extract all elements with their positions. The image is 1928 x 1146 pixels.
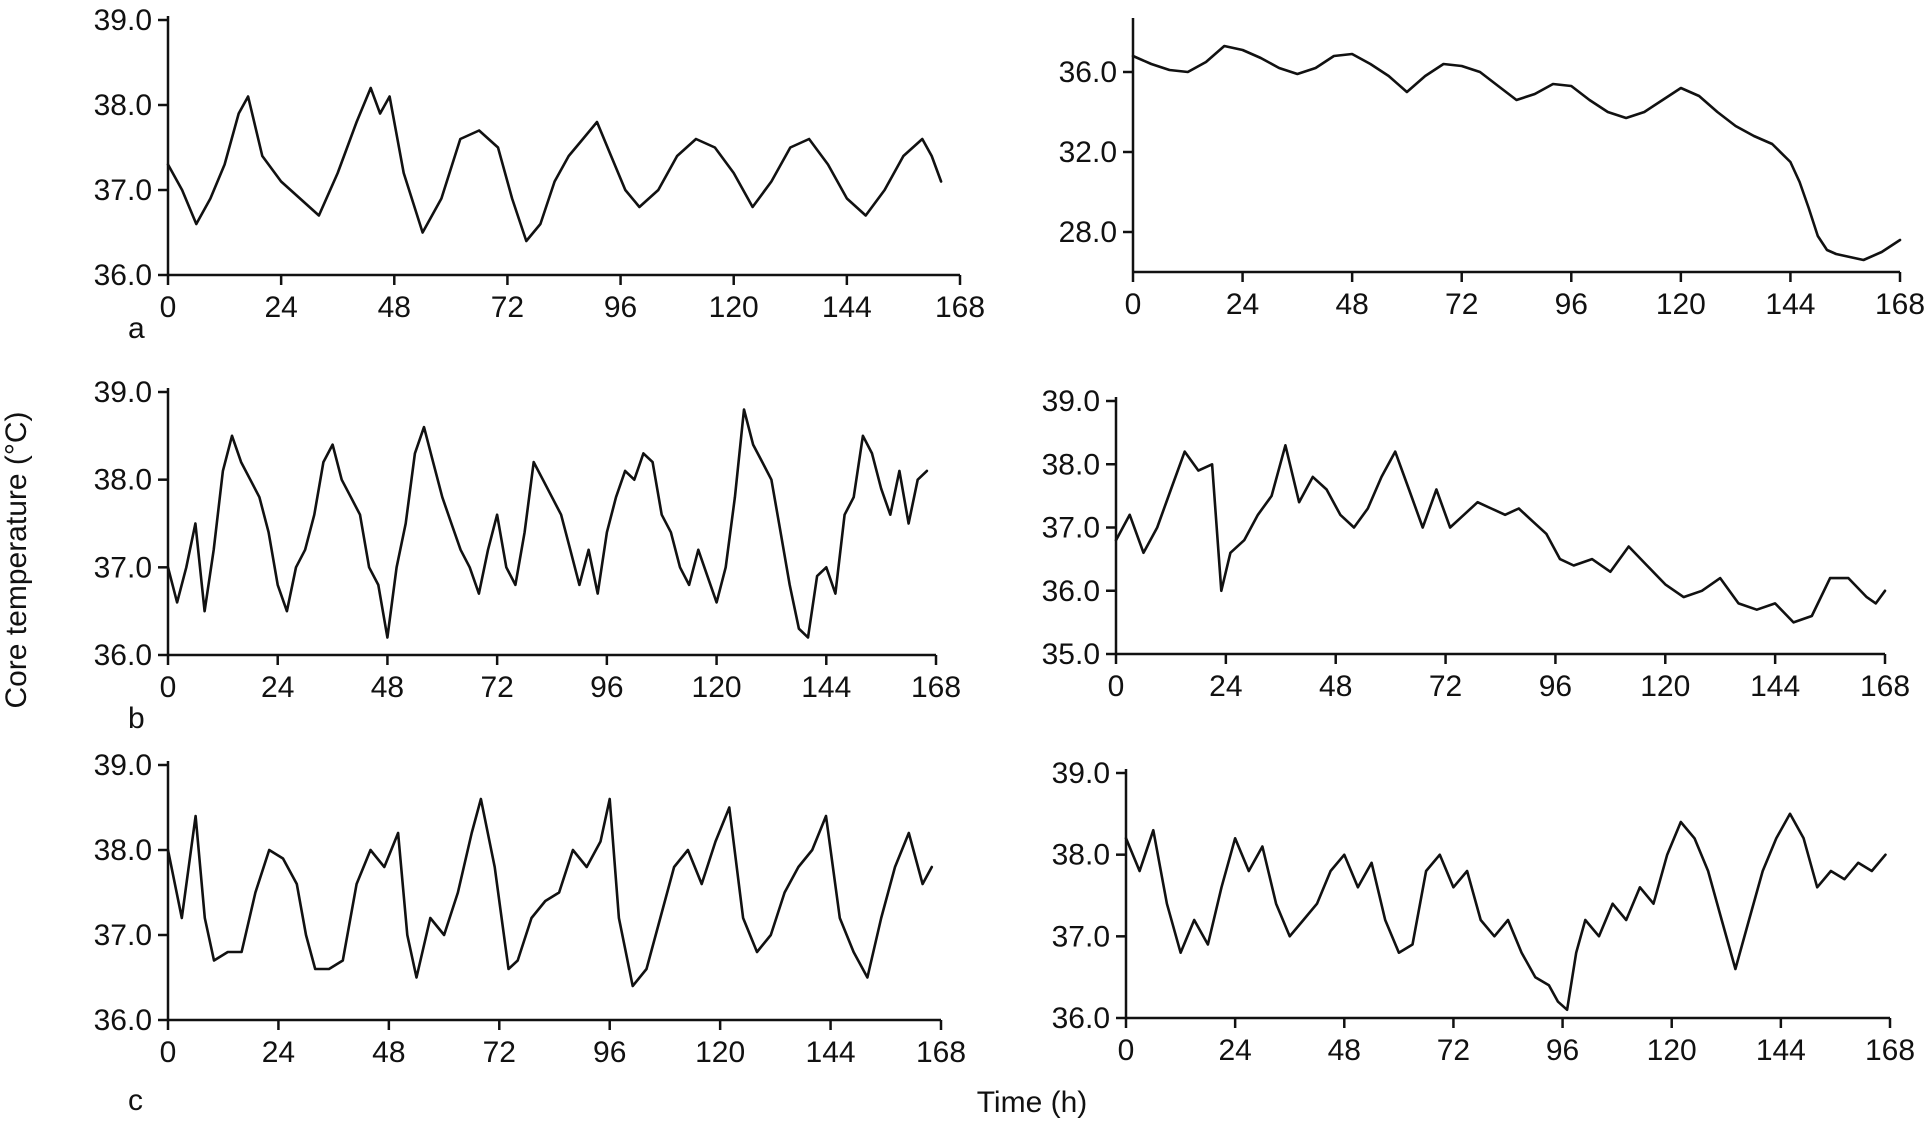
x-tick-label: 168 (935, 291, 985, 324)
y-tick-label: 39.0 (94, 376, 152, 409)
y-tick-label: 38.0 (94, 464, 152, 497)
y-tick-label: 36.0 (1059, 56, 1117, 89)
y-tick-label: 32.0 (1059, 136, 1117, 169)
x-tick-label: 72 (483, 1036, 516, 1069)
x-tick-label: 72 (1429, 670, 1462, 703)
y-tick-label: 39.0 (1042, 385, 1100, 418)
x-tick-label: 24 (264, 291, 297, 324)
x-tick-label: 24 (261, 671, 294, 704)
x-tick-label: 144 (822, 291, 872, 324)
x-tick-label: 168 (916, 1036, 966, 1069)
x-tick-label: 168 (1865, 1034, 1915, 1067)
x-tick-label: 120 (1647, 1034, 1697, 1067)
panel-a-right: 0 24 48 72 96 120 144 168 28.0 32.0 36.0 (1059, 18, 1925, 321)
x-tick-label: 120 (692, 671, 742, 704)
x-tick-label: 48 (371, 671, 404, 704)
y-tick-label: 35.0 (1042, 638, 1100, 671)
x-tick-label: 96 (604, 291, 637, 324)
y-tick-label: 36.0 (94, 259, 152, 292)
x-tick-label: 0 (160, 1036, 177, 1069)
x-tick-label: 24 (1226, 288, 1259, 321)
y-tick-label: 37.0 (94, 174, 152, 207)
series-line-b-left-0 (166, 408, 929, 639)
row-label-c: c (128, 1084, 143, 1117)
series-line-c-left-0 (166, 797, 934, 988)
y-tick-label: 38.0 (94, 834, 152, 867)
x-tick-label: 24 (1218, 1034, 1251, 1067)
panel-c-left: 0 24 48 72 96 120 144 168 36.0 37.0 38.0 39.0 (94, 749, 966, 1069)
y-tick-label: 37.0 (94, 551, 152, 584)
y-tick-label: 37.0 (1042, 512, 1100, 545)
x-tick-label: 144 (1750, 670, 1800, 703)
series-line-a-left-0 (166, 86, 943, 243)
y-tick-label: 36.0 (1052, 1002, 1110, 1035)
panel-a-left: 0 24 48 72 96 120 144 168 36.0 37.0 38.0 39.0 (94, 4, 985, 324)
y-tick-label: 37.0 (1052, 920, 1110, 953)
x-tick-label: 48 (372, 1036, 405, 1069)
series-line-c-right-0 (1124, 812, 1887, 1012)
y-tick-label: 36.0 (94, 1004, 152, 1037)
x-tick-label: 168 (1875, 288, 1925, 321)
x-tick-label: 120 (1640, 670, 1690, 703)
x-tick-label: 144 (1756, 1034, 1806, 1067)
x-tick-label: 96 (590, 671, 623, 704)
x-tick-label: 72 (480, 671, 513, 704)
y-tick-label: 36.0 (94, 639, 152, 672)
x-tick-label: 0 (1118, 1034, 1135, 1067)
y-tick-label: 38.0 (1052, 839, 1110, 872)
row-label-b: b (128, 702, 145, 735)
x-tick-label: 24 (1209, 670, 1242, 703)
x-tick-label: 48 (1335, 288, 1368, 321)
x-tick-label: 96 (593, 1036, 626, 1069)
x-tick-label: 96 (1539, 670, 1572, 703)
x-tick-label: 120 (1656, 288, 1706, 321)
x-tick-label: 144 (1765, 288, 1815, 321)
x-tick-label: 120 (709, 291, 759, 324)
x-tick-label: 48 (378, 291, 411, 324)
panel-b-left: 0 24 48 72 96 120 144 168 36.0 37.0 38.0 39.0 (94, 376, 961, 704)
x-tick-label: 48 (1319, 670, 1352, 703)
y-tick-label: 38.0 (94, 89, 152, 122)
x-tick-label: 144 (806, 1036, 856, 1069)
x-tick-label: 144 (801, 671, 851, 704)
x-tick-label: 72 (1437, 1034, 1470, 1067)
y-tick-label: 39.0 (1052, 757, 1110, 790)
x-tick-label: 24 (262, 1036, 295, 1069)
x-tick-label: 72 (1445, 288, 1478, 321)
panels-group: 0 24 48 72 96 120 144 168 36.0 37.0 38.0 39.0 0 24 48 7… (94, 4, 1925, 1069)
x-tick-label: 48 (1328, 1034, 1361, 1067)
y-tick-label: 28.0 (1059, 216, 1117, 249)
x-tick-label: 0 (1108, 670, 1125, 703)
series-line-a-right-0 (1131, 44, 1902, 262)
y-tick-label: 37.0 (94, 919, 152, 952)
y-tick-label: 36.0 (1042, 575, 1100, 608)
x-tick-label: 96 (1555, 288, 1588, 321)
y-tick-label: 39.0 (94, 4, 152, 37)
panel-b-right: 0 24 48 72 96 120 144 168 35.0 36.0 37.0 38.0 39.0 (1042, 385, 1910, 703)
x-tick-label: 0 (160, 671, 177, 704)
x-tick-label: 72 (491, 291, 524, 324)
x-tick-label: 96 (1546, 1034, 1579, 1067)
series-line-b-right-0 (1114, 443, 1887, 624)
row-label-a: a (128, 312, 145, 345)
x-tick-label: 0 (1125, 288, 1142, 321)
y-tick-label: 38.0 (1042, 448, 1100, 481)
y-axis-title: Core temperature (°C) (0, 411, 33, 708)
x-axis-title: Time (h) (977, 1086, 1088, 1119)
y-tick-label: 39.0 (94, 749, 152, 782)
x-tick-label: 168 (1860, 670, 1910, 703)
x-tick-label: 0 (160, 291, 177, 324)
x-tick-label: 168 (911, 671, 961, 704)
panel-c-right: 0 24 48 72 96 120 144 168 36.0 37.0 38.0 39.0 (1052, 757, 1915, 1067)
x-tick-label: 120 (695, 1036, 745, 1069)
